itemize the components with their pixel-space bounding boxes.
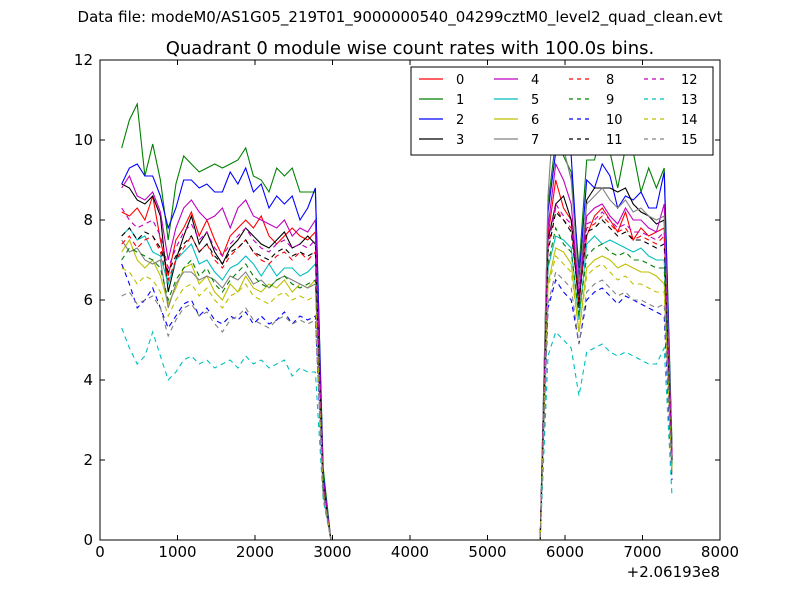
legend-label-6: 6 — [531, 113, 539, 128]
series-line-10 — [121, 263, 673, 541]
series-line-14 — [121, 254, 673, 541]
x-tick-label: 3000 — [313, 543, 351, 561]
legend-label-2: 2 — [456, 113, 464, 128]
y-tick-label: 10 — [74, 131, 93, 149]
x-axis: 0 1000 2000 3000 4000 5000 6000 7000 8000 — [95, 60, 739, 561]
x-tick-label: 6000 — [546, 543, 584, 561]
legend-label-0: 0 — [456, 73, 464, 88]
y-tick-label: 8 — [83, 211, 93, 229]
legend-label-3: 3 — [456, 133, 464, 148]
legend-label-4: 4 — [531, 73, 539, 88]
x-tick-label: 0 — [95, 543, 105, 561]
x-tick-label: 5000 — [468, 543, 506, 561]
x-tick-label: 7000 — [623, 543, 661, 561]
legend-label-9: 9 — [606, 93, 614, 108]
series-line-0 — [121, 179, 673, 541]
y-tick-label: 4 — [83, 371, 93, 389]
x-offset-label: +2.06193e8 — [627, 563, 720, 581]
legend-label-11: 11 — [606, 133, 623, 148]
series-line-15 — [121, 270, 673, 541]
x-tick-label: 8000 — [701, 543, 739, 561]
legend-label-5: 5 — [531, 93, 539, 108]
y-tick-label: 12 — [74, 51, 93, 69]
chart-title: Quadrant 0 module wise count rates with … — [166, 38, 655, 59]
series-line-3 — [121, 183, 673, 541]
legend-label-13: 13 — [681, 93, 698, 108]
legend-label-8: 8 — [606, 73, 614, 88]
series-line-12 — [121, 202, 673, 541]
figure-suptitle: Data file: modeM0/AS1G05_219T01_90000005… — [77, 8, 723, 26]
x-tick-label: 1000 — [158, 543, 196, 561]
legend-label-1: 1 — [456, 93, 464, 108]
series-line-6 — [121, 238, 673, 541]
y-tick-label: 0 — [83, 531, 93, 549]
series-line-2 — [121, 121, 673, 541]
y-tick-label: 2 — [83, 451, 93, 469]
legend-box — [410, 66, 714, 156]
series-line-4 — [121, 162, 673, 541]
series-line-5 — [121, 227, 673, 541]
series-line-1 — [121, 102, 673, 541]
legend-label-7: 7 — [531, 133, 539, 148]
legend-label-14: 14 — [681, 113, 698, 128]
series-line-8 — [121, 206, 673, 541]
x-tick-label: 2000 — [236, 543, 274, 561]
legend-label-12: 12 — [681, 73, 698, 88]
legend-label-10: 10 — [606, 113, 623, 128]
y-tick-label: 6 — [83, 291, 93, 309]
legend-label-15: 15 — [681, 133, 698, 148]
x-tick-label: 4000 — [391, 543, 429, 561]
series-line-13 — [121, 327, 673, 541]
series-line-9 — [121, 226, 673, 541]
